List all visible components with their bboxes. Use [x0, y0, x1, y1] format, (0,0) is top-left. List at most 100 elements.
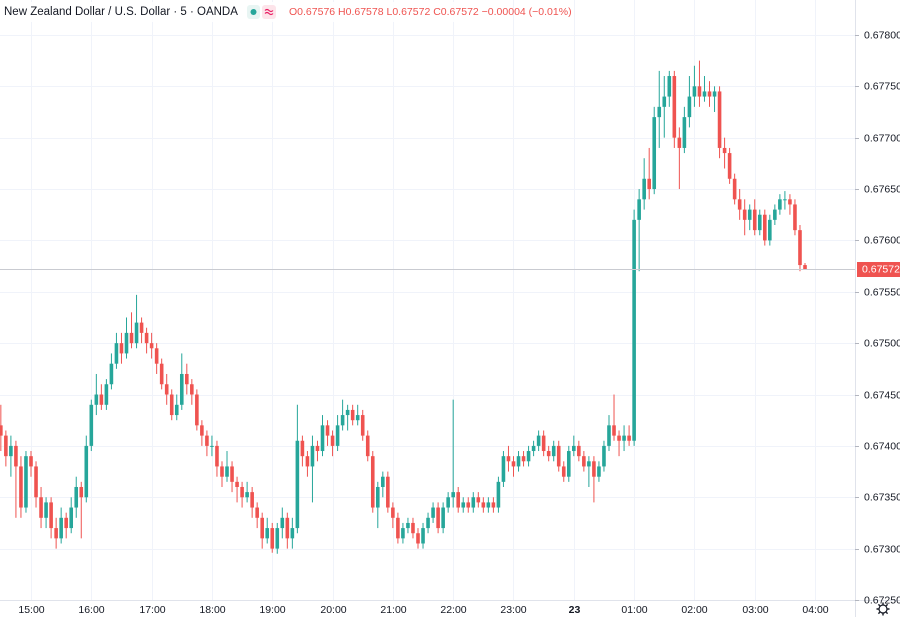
candle-body [752, 209, 757, 231]
candle-body [762, 214, 767, 241]
candle-body [803, 265, 807, 270]
candle-body [506, 456, 511, 462]
candle-body [240, 486, 244, 498]
candle-body [315, 445, 320, 452]
candle-body [54, 528, 58, 539]
candle-body [330, 435, 335, 446]
candle-body [461, 502, 466, 508]
x-tick-label: 19:00 [259, 604, 285, 616]
candle-body [441, 507, 445, 529]
candle-body [396, 517, 400, 539]
candle-body [310, 445, 315, 467]
candle-body [325, 425, 330, 436]
candle-body [541, 435, 546, 452]
candle-body [582, 456, 586, 467]
candle-body [637, 199, 641, 220]
candle-body [757, 214, 762, 231]
candle-body [225, 466, 229, 477]
candle-body [592, 461, 596, 477]
candle-body [185, 373, 189, 385]
candle-body [788, 199, 792, 205]
candle-body [627, 435, 631, 441]
candle-body [727, 153, 732, 179]
candle-body [29, 456, 33, 467]
x-tick-label: 01:00 [621, 604, 647, 616]
candle-body [451, 492, 455, 498]
candle-body [255, 507, 259, 518]
candle-body [481, 502, 486, 508]
delay-badge[interactable] [262, 5, 276, 19]
legend-backdrop [0, 2, 490, 22]
y-tick-label: 0.67700 [864, 132, 900, 144]
candle-body [159, 363, 164, 385]
candle-body [501, 456, 506, 482]
candle-body [119, 343, 124, 354]
y-tick-label: 0.67650 [864, 183, 900, 195]
y-tick-label: 0.67800 [864, 29, 900, 41]
candle-body [526, 451, 531, 462]
last-price-label: 0.67572 [862, 263, 900, 275]
candle-body [9, 445, 13, 457]
candle-body [340, 415, 345, 426]
candle-body [19, 466, 23, 508]
candle-body [295, 440, 300, 529]
candle-body [84, 445, 89, 498]
candle-body [722, 147, 727, 154]
candle-body [74, 486, 79, 508]
candle-body [536, 435, 541, 446]
candle-body [667, 76, 672, 97]
x-tick-label: 04:00 [802, 604, 828, 616]
y-tick-label: 0.67600 [864, 234, 900, 246]
candle-body [687, 96, 692, 118]
candle-body [89, 404, 94, 446]
candle-body [370, 456, 375, 508]
candle-body [431, 507, 435, 518]
candle-body [471, 497, 476, 508]
delay-icon [264, 8, 274, 16]
candle-body [798, 230, 802, 266]
candle-body [607, 425, 611, 446]
candle-body [632, 219, 636, 441]
candle-body [612, 425, 616, 436]
candle-body [195, 394, 199, 426]
settings-button[interactable] [876, 602, 890, 616]
candle-body [235, 481, 239, 487]
candle-body [662, 96, 667, 107]
x-tick-label: 22:00 [440, 604, 466, 616]
candle-body [34, 466, 38, 498]
candle-body [652, 117, 657, 190]
candle-body [426, 517, 430, 529]
candle-body [747, 209, 752, 220]
candle-body [0, 425, 3, 436]
candle-body [365, 435, 370, 457]
candle-body [154, 348, 159, 364]
candle-body [401, 528, 405, 539]
candle-body [707, 91, 712, 97]
candle-body [200, 425, 204, 436]
candle-body [99, 394, 104, 405]
y-tick-label: 0.67450 [864, 389, 900, 401]
x-tick-label: 20:00 [320, 604, 346, 616]
candle-body [270, 528, 275, 549]
candle-body [350, 409, 355, 421]
candle-body [717, 91, 722, 148]
last-price-box [857, 262, 900, 277]
candle-body [210, 445, 214, 447]
candle-body [290, 528, 295, 539]
candle-body [566, 451, 571, 477]
chart-title: New Zealand Dollar / U.S. Dollar · 5 · O… [4, 6, 238, 18]
candle-body [622, 435, 626, 441]
candle-body [768, 219, 772, 241]
candle-body [642, 178, 646, 200]
y-tick-label: 0.67550 [864, 286, 900, 298]
candle-body [144, 332, 149, 344]
candle-body [24, 456, 28, 508]
candle-body [732, 178, 737, 200]
candle-body [250, 492, 254, 508]
candle-body [587, 461, 591, 467]
candle-body [456, 492, 461, 508]
candle-body [391, 507, 395, 518]
candle-body [14, 445, 18, 467]
